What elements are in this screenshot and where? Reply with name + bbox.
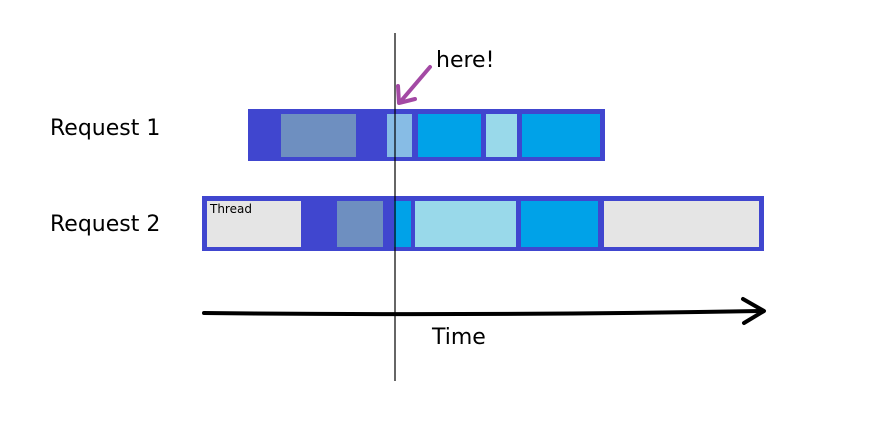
request-1-segment-5 xyxy=(522,114,600,157)
thread-label: Thread xyxy=(210,202,252,216)
annotation-label: here! xyxy=(436,48,495,73)
time-axis-label: Time xyxy=(432,325,486,350)
request-2-segment-4 xyxy=(415,201,516,247)
request-1-segment-2 xyxy=(387,114,412,157)
time-axis-arrow xyxy=(202,297,766,325)
request-2-segment-3 xyxy=(394,201,411,247)
request-2-label: Request 2 xyxy=(50,212,161,237)
request-2-segment-5 xyxy=(521,201,598,247)
request-1-segment-3 xyxy=(418,114,481,157)
request-2-thread-segment xyxy=(207,201,301,247)
request-1-segment-4 xyxy=(486,114,517,157)
request-1-label: Request 1 xyxy=(50,116,161,141)
request-2-segment-2 xyxy=(337,201,383,247)
annotation-arrow xyxy=(396,65,432,105)
request-2-idle-segment xyxy=(604,201,759,247)
request-1-segment-1 xyxy=(281,114,356,157)
